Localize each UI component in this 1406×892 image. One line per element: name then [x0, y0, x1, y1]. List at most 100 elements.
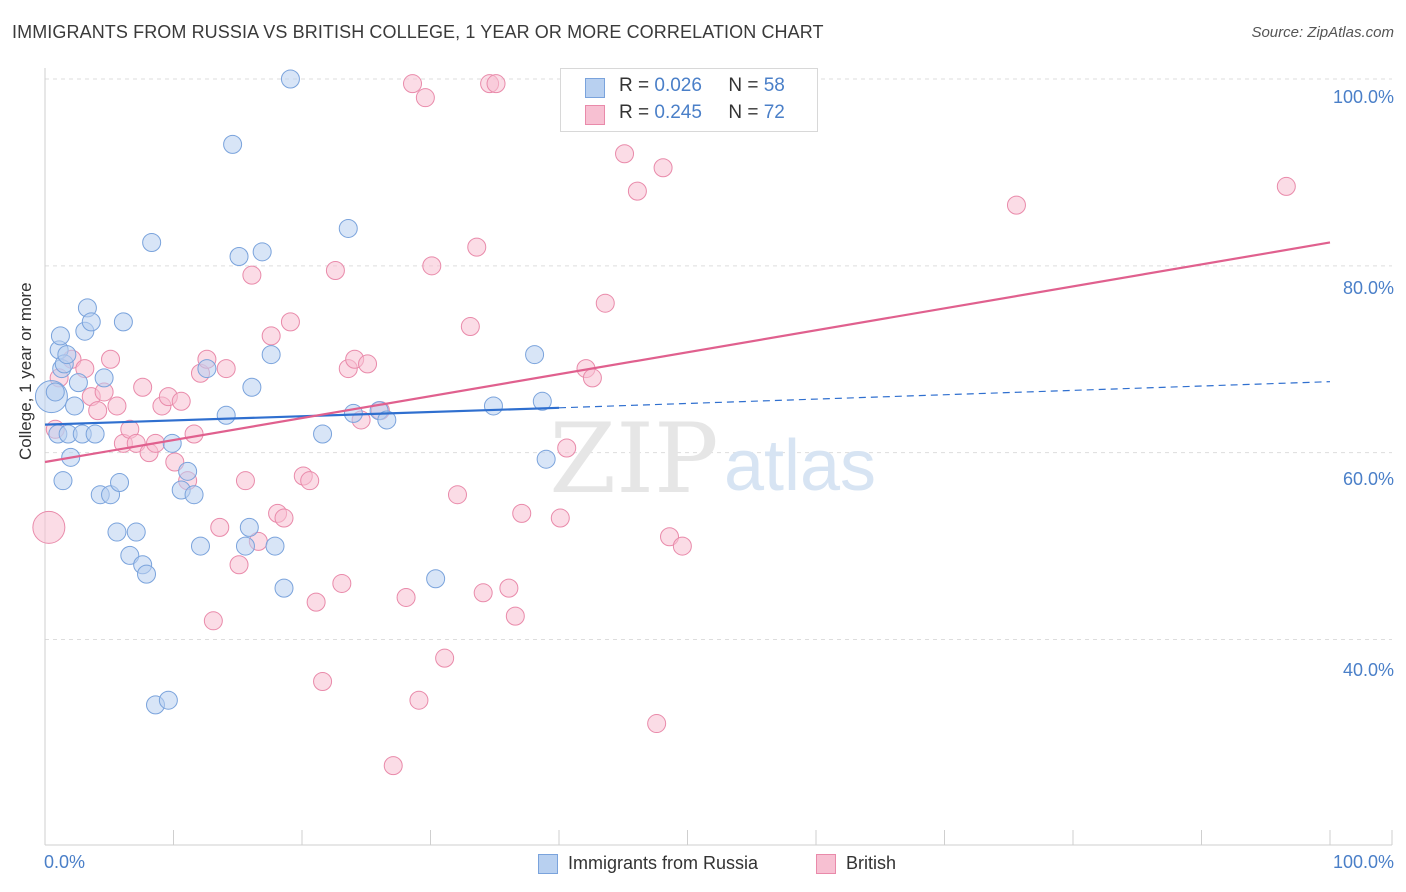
russia-point [110, 473, 130, 493]
y-tick-60: 60.0% [1342, 469, 1394, 489]
russia-point [265, 536, 285, 556]
y-tick-100: 100.0% [1332, 87, 1394, 107]
russia-point [68, 373, 88, 393]
russia-point [107, 522, 127, 542]
y-tick-80: 80.0% [1342, 278, 1394, 298]
british-point [210, 517, 230, 537]
legend-label-british: British [846, 853, 897, 873]
british-point [274, 508, 294, 528]
russia-point [94, 368, 114, 388]
gridlines [45, 78, 1392, 640]
russia-point [483, 396, 503, 416]
russia-point [261, 345, 281, 365]
russia-point [197, 359, 217, 379]
british-point [216, 359, 236, 379]
british-point [660, 527, 680, 547]
legend-label-russia: Immigrants from Russia [568, 853, 759, 873]
british-point [447, 485, 467, 505]
russia-point [229, 246, 249, 266]
british-point [422, 256, 442, 276]
russia-point [313, 424, 333, 444]
russia-point [242, 377, 262, 397]
legend-r-label: R = [619, 75, 650, 96]
russia-point [525, 345, 545, 365]
british-point [203, 611, 223, 631]
russia-point [57, 345, 77, 365]
legend-n-value-british: 72 [763, 102, 785, 123]
british-point [184, 424, 204, 444]
british-point [332, 573, 352, 593]
british-point [88, 401, 108, 421]
russia-point [216, 405, 236, 425]
russia-point [280, 69, 300, 89]
british-point [512, 503, 532, 523]
russia-point [532, 391, 552, 411]
russia-point [239, 517, 259, 537]
legend-r-value-russia: 0.026 [654, 75, 702, 96]
british-point [550, 508, 570, 528]
legend-swatch-pink [585, 105, 605, 125]
russia-point [126, 522, 146, 542]
axes [44, 68, 1393, 846]
british-point [647, 714, 667, 734]
british-point [383, 756, 403, 776]
british-point [403, 74, 423, 94]
british-point [1006, 195, 1026, 215]
russia-point [274, 578, 294, 598]
russia-point [137, 564, 157, 584]
british-point [242, 265, 262, 285]
british-point [582, 368, 602, 388]
british-point [505, 606, 525, 626]
watermark-zip: ZIP [549, 403, 718, 515]
russia-point [178, 461, 198, 481]
british-point [473, 583, 493, 603]
british-point [229, 555, 249, 575]
legend-swatch-russia [538, 854, 558, 874]
british-point [486, 74, 506, 94]
british-point [107, 396, 127, 416]
russia-point [158, 690, 178, 710]
russia-point [142, 232, 162, 252]
british-point [653, 158, 673, 178]
legend-n-label: N = [728, 75, 759, 96]
russia-point [377, 410, 397, 430]
x-tick-0: 0.0% [44, 852, 86, 872]
british-point [171, 391, 191, 411]
russia-point [113, 312, 133, 332]
watermark: ZIP atlas [549, 403, 876, 515]
british-point [32, 510, 66, 544]
british-point [595, 293, 615, 313]
russia-point [426, 569, 446, 589]
british-point [409, 690, 429, 710]
russia-point [65, 396, 85, 416]
british-point [672, 536, 692, 556]
british-point [133, 377, 153, 397]
y-axis-label: College, 1 year or more [16, 282, 35, 460]
british-point [499, 578, 519, 598]
british-point [627, 181, 647, 201]
british-point [235, 471, 255, 491]
british-point [358, 354, 378, 374]
british-point [280, 312, 300, 332]
russia-point [85, 424, 105, 444]
legend-swatch-blue [585, 78, 605, 98]
series-russia-points [34, 69, 556, 715]
british-point [467, 237, 487, 257]
russia-point [536, 449, 556, 469]
legend-r-label: R = [619, 102, 650, 123]
russia-point [162, 433, 182, 453]
x-tick-100: 100.0% [1332, 852, 1394, 872]
british-point [306, 592, 326, 612]
russia-point [252, 242, 272, 262]
russia-point [45, 382, 65, 402]
trend-lines [44, 241, 1331, 464]
russia-trend-line [44, 406, 560, 426]
legend-r-value-british: 0.245 [654, 102, 702, 123]
british-point [435, 648, 455, 668]
russia-point [223, 134, 243, 154]
british-point [325, 261, 345, 280]
source-label: Source: ZipAtlas.com [1251, 24, 1394, 41]
british-point [313, 672, 333, 692]
british-point [615, 144, 635, 164]
